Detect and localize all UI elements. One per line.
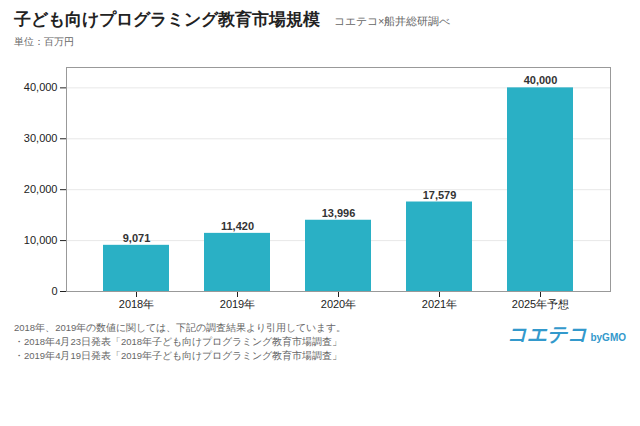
svg-text:10,000: 10,000 — [24, 234, 58, 246]
html-text:2018年、2019年の数値に関しては、下記の調査結果より引: 2018年、2019年の数値に関しては、下記の調査結果より引用しています。 — [14, 322, 347, 333]
svg-text:40,000: 40,000 — [24, 81, 58, 93]
svg-text:11,420: 11,420 — [221, 220, 254, 232]
svg-text:13,996: 13,996 — [322, 207, 356, 219]
svg-text:2018年: 2018年 — [119, 298, 154, 310]
svg-text:9,071: 9,071 — [123, 232, 151, 244]
html-text:・2019年4月19日発表「2019年子ども向けプログラミン: ・2019年4月19日発表「2019年子ども向けプログラミング教育市場調査」 — [14, 349, 343, 361]
svg-text:2025年予想: 2025年予想 — [512, 298, 569, 310]
svg-text:30,000: 30,000 — [24, 132, 58, 144]
svg-text:2021年: 2021年 — [422, 298, 457, 310]
svg-text:2019年: 2019年 — [220, 298, 255, 310]
svg-text:40,000: 40,000 — [524, 74, 558, 86]
html-text:コエテコ×船井総研調べ: コエテコ×船井総研調べ — [334, 15, 451, 27]
html-text:コエテコbyGMO: コエテコbyGMO — [507, 323, 626, 345]
svg-text:2020年: 2020年 — [321, 298, 356, 310]
svg-text:20,000: 20,000 — [24, 183, 58, 195]
html-text:・2018年4月23日発表「2018年子ども向けプログラミン: ・2018年4月23日発表「2018年子ども向けプログラミング教育市場調査」 — [14, 335, 343, 347]
html-text:子ども向けプログラミング教育市場規模: 子ども向けプログラミング教育市場規模 — [14, 10, 320, 29]
svg-text:17,579: 17,579 — [423, 189, 457, 201]
html-text:単位：百万円: 単位：百万円 — [14, 36, 74, 47]
svg-text:0: 0 — [51, 285, 57, 297]
